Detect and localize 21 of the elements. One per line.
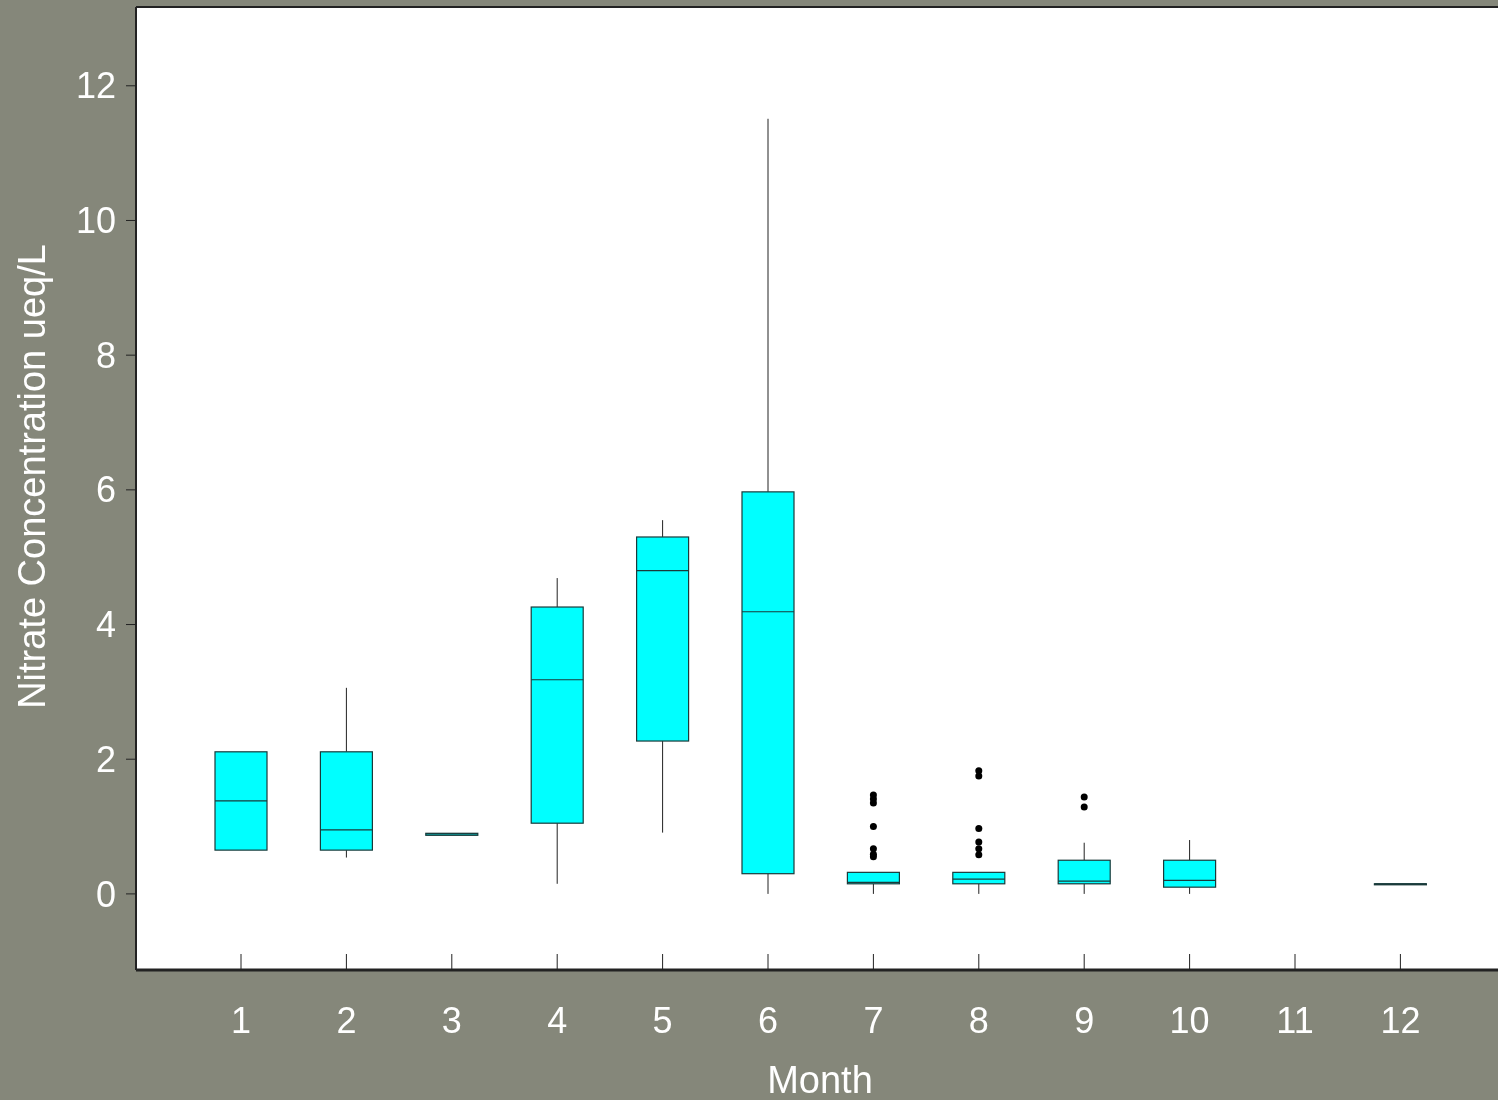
x-tick-label: 9 (1074, 999, 1095, 1041)
y-tick-label: 2 (95, 738, 116, 780)
y-tick-label: 12 (75, 65, 116, 107)
x-tick-label: 6 (757, 999, 779, 1041)
x-tick-label: 2 (336, 999, 357, 1041)
x-tick-label: 3 (441, 999, 462, 1041)
y-tick-label: 8 (95, 334, 116, 376)
x-axis-title: Month (767, 1059, 873, 1100)
x-tick-label: 1 (230, 999, 252, 1041)
x-tick-label: 4 (547, 999, 568, 1041)
x-tick-label: 5 (652, 999, 673, 1041)
y-axis-title: Nitrate Concentration ueq/L (11, 244, 54, 709)
y-tick-label: 10 (75, 200, 116, 242)
x-tick-label: 12 (1380, 999, 1421, 1041)
x-tick-label: 8 (968, 999, 989, 1041)
x-tick-label: 7 (863, 999, 884, 1041)
x-tick-label: 10 (1169, 999, 1210, 1041)
y-tick-label: 0 (95, 873, 116, 915)
y-tick-label: 6 (95, 469, 116, 511)
x-tick-label: 11 (1276, 999, 1314, 1041)
y-tick-label: 4 (95, 604, 116, 646)
